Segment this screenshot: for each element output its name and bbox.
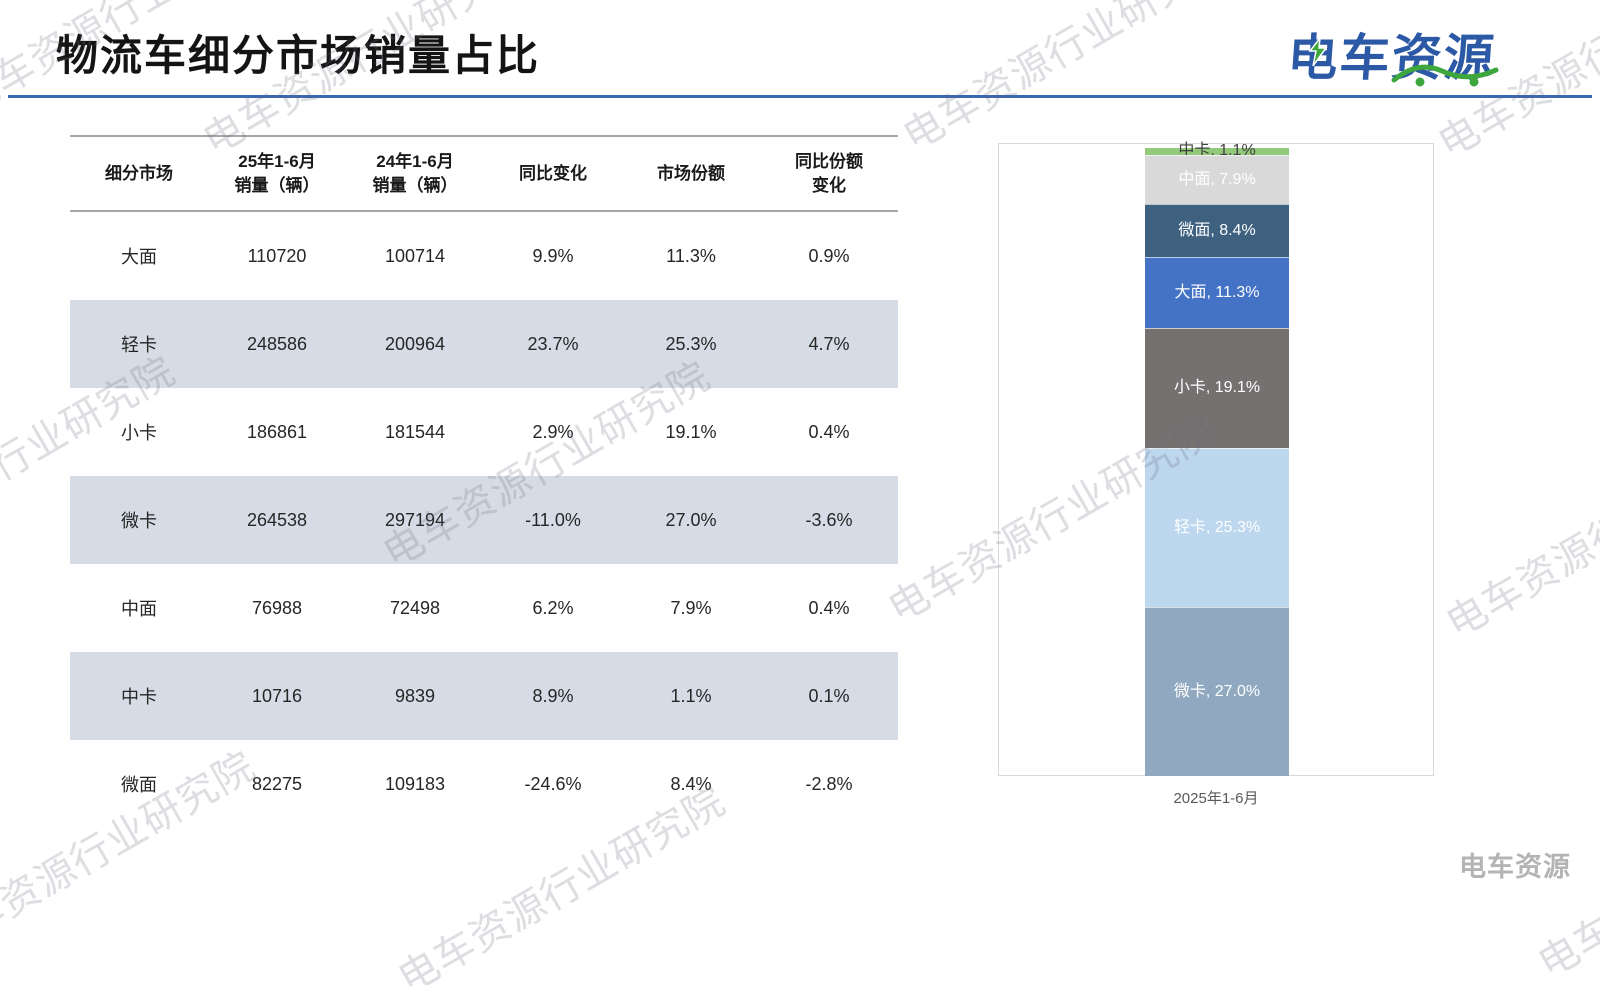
table-cell-value: 1.1% [622,652,760,740]
table-cell-value: 11.3% [622,212,760,300]
table-cell-value: 4.7% [760,300,898,388]
table-cell-value: 109183 [346,740,484,828]
table-cell-value: -11.0% [484,476,622,564]
table-cell-value: 248586 [208,300,346,388]
table-header-cell: 24年1-6月 销量（辆） [346,137,484,210]
table-cell-value: 186861 [208,388,346,476]
table-cell-value: 8.4% [622,740,760,828]
table-cell-segment-name: 中卡 [70,652,208,740]
bar-segment-1: 中面, 7.9% [1145,155,1289,205]
table-cell-value: 25.3% [622,300,760,388]
page-title: 物流车细分市场销量占比 [56,22,540,83]
stacked-bar: 中卡, 1.1% 中面, 7.9% 微面, 8.4% 大面, 11.3% 小卡, 19.… [1145,148,1289,776]
bar-segment-label: 微面, 8.4% [1178,221,1255,241]
bar-segment-4: 小卡, 19.1% [1145,328,1289,448]
bar-segment-label: 微卡, 27.0% [1174,682,1260,702]
table-header-cell: 同比变化 [484,137,622,210]
table-cell-value: 297194 [346,476,484,564]
table-header-cell: 同比份额 变化 [760,137,898,210]
table-cell-value: 9.9% [484,212,622,300]
table-cell-segment-name: 小卡 [70,388,208,476]
table-cell-value: 100714 [346,212,484,300]
bar-segment-label: 轻卡, 25.3% [1174,518,1260,538]
table-cell-value: 8.9% [484,652,622,740]
table-cell-value: 264538 [208,476,346,564]
car-swoosh-icon [1390,58,1502,88]
bar-segment-0: 中卡, 1.1% [1145,148,1289,155]
table-cell-value: 7.9% [622,564,760,652]
bar-segment-label: 大面, 11.3% [1174,283,1259,303]
table-cell-value: 6.2% [484,564,622,652]
chart-x-axis-label: 2025年1-6月 [998,787,1434,808]
bar-segment-6: 微卡, 27.0% [1145,607,1289,776]
table-cell-value: 23.7% [484,300,622,388]
watermark-text: 电车资源行业研究院 [1526,754,1600,989]
bar-segment-label: 中面, 7.9% [1178,170,1255,190]
title-divider [8,95,1592,98]
table-cell-value: 27.0% [622,476,760,564]
table-cell-value: 76988 [208,564,346,652]
table-cell-value: 82275 [208,740,346,828]
table-cell-value: 0.1% [760,652,898,740]
bar-segment-3: 大面, 11.3% [1145,257,1289,328]
brand-logo: 电车资源 [1288,18,1518,90]
watermark-text: 电车资源行业研究院 [1434,414,1600,649]
table-cell-value: 2.9% [484,388,622,476]
table-cell-value: -2.8% [760,740,898,828]
table-cell-value: 0.9% [760,212,898,300]
table-cell-segment-name: 微卡 [70,476,208,564]
table-header-cell: 细分市场 [70,137,208,210]
table-cell-value: 0.4% [760,388,898,476]
table-cell-segment-name: 微面 [70,740,208,828]
table-cell-value: 181544 [346,388,484,476]
table-cell-segment-name: 中面 [70,564,208,652]
table-cell-value: 110720 [208,212,346,300]
table-header-cell: 市场份额 [622,137,760,210]
watermark-corner-logo: 电车资源 [1459,845,1571,884]
table-cell-segment-name: 轻卡 [70,300,208,388]
bar-segment-5: 轻卡, 25.3% [1145,448,1289,607]
bar-segment-label: 小卡, 19.1% [1174,378,1260,398]
watermark-text: 电车资源行业研究院 [891,0,1240,162]
lightning-icon [1308,38,1328,66]
table-cell-value: 0.4% [760,564,898,652]
table-cell-value: -3.6% [760,476,898,564]
table-header-cell: 25年1-6月 销量（辆） [208,137,346,210]
table-cell-value: 72498 [346,564,484,652]
table-cell-value: 9839 [346,652,484,740]
table-cell-value: 19.1% [622,388,760,476]
table-cell-value: 10716 [208,652,346,740]
table-cell-value: -24.6% [484,740,622,828]
table-cell-segment-name: 大面 [70,212,208,300]
bar-segment-2: 微面, 8.4% [1145,204,1289,257]
table-cell-value: 200964 [346,300,484,388]
chart-plot-area: 中卡, 1.1% 中面, 7.9% 微面, 8.4% 大面, 11.3% 小卡, 19.… [998,143,1434,776]
